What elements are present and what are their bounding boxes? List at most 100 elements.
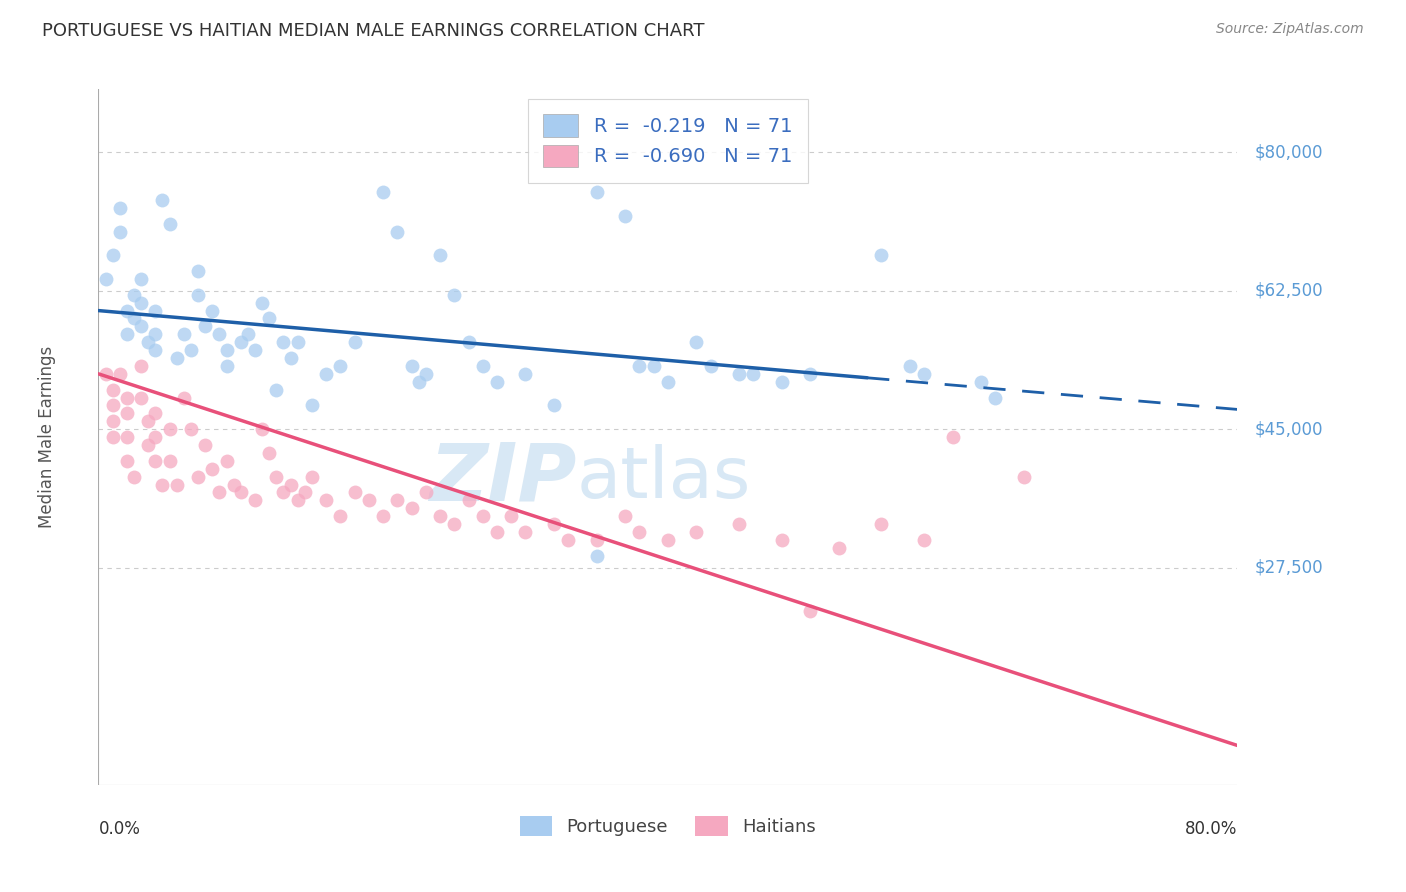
Point bbox=[159, 217, 181, 231]
Point bbox=[136, 414, 159, 428]
Point bbox=[101, 383, 124, 397]
Point bbox=[357, 493, 380, 508]
Point bbox=[984, 391, 1007, 405]
Point bbox=[208, 327, 231, 342]
Point bbox=[152, 477, 174, 491]
Point bbox=[685, 335, 707, 350]
Point bbox=[728, 516, 751, 531]
Point bbox=[129, 319, 152, 334]
Point bbox=[429, 248, 451, 262]
Point bbox=[187, 469, 209, 483]
Point bbox=[215, 454, 238, 468]
Point bbox=[101, 248, 124, 262]
Point bbox=[266, 469, 288, 483]
Point bbox=[543, 516, 565, 531]
Point bbox=[201, 461, 224, 475]
Point bbox=[259, 446, 281, 460]
Point bbox=[486, 524, 509, 539]
Text: 0.0%: 0.0% bbox=[98, 820, 141, 838]
Point bbox=[799, 604, 821, 618]
Point bbox=[614, 509, 637, 524]
Text: 80.0%: 80.0% bbox=[1185, 820, 1237, 838]
Point bbox=[557, 533, 579, 547]
Point bbox=[152, 193, 174, 207]
Point bbox=[208, 485, 231, 500]
Point bbox=[180, 343, 202, 358]
Point bbox=[742, 367, 765, 381]
Point bbox=[101, 414, 124, 428]
Point bbox=[273, 485, 295, 500]
Point bbox=[685, 524, 707, 539]
Point bbox=[166, 477, 188, 491]
Point bbox=[343, 335, 366, 350]
Point bbox=[136, 438, 159, 452]
Point bbox=[115, 391, 138, 405]
Text: $45,000: $45,000 bbox=[1254, 420, 1323, 438]
Point bbox=[515, 367, 537, 381]
Text: $62,500: $62,500 bbox=[1254, 282, 1323, 300]
Point bbox=[315, 367, 337, 381]
Point bbox=[280, 351, 302, 365]
Point bbox=[129, 272, 152, 286]
Point bbox=[250, 295, 273, 310]
Point bbox=[628, 359, 651, 373]
Point bbox=[870, 516, 893, 531]
Point bbox=[108, 367, 131, 381]
Point bbox=[266, 383, 288, 397]
Point bbox=[614, 209, 637, 223]
Point bbox=[201, 303, 224, 318]
Point bbox=[136, 335, 159, 350]
Point bbox=[229, 335, 252, 350]
Point bbox=[108, 225, 131, 239]
Point bbox=[770, 375, 793, 389]
Point bbox=[912, 533, 935, 547]
Point bbox=[898, 359, 921, 373]
Point bbox=[243, 343, 266, 358]
Point bbox=[145, 430, 167, 444]
Point bbox=[273, 335, 295, 350]
Point bbox=[159, 422, 181, 436]
Point bbox=[259, 311, 281, 326]
Point bbox=[229, 485, 252, 500]
Point bbox=[236, 327, 259, 342]
Point bbox=[129, 295, 152, 310]
Point bbox=[222, 477, 245, 491]
Point bbox=[215, 359, 238, 373]
Point bbox=[942, 430, 965, 444]
Point bbox=[301, 469, 323, 483]
Point bbox=[173, 327, 195, 342]
Point bbox=[166, 351, 188, 365]
Point bbox=[585, 185, 607, 199]
Legend: Portuguese, Haitians: Portuguese, Haitians bbox=[510, 806, 825, 846]
Point bbox=[115, 303, 138, 318]
Point bbox=[122, 287, 145, 301]
Point bbox=[145, 327, 167, 342]
Point bbox=[108, 201, 131, 215]
Point bbox=[585, 549, 607, 563]
Point bbox=[194, 319, 217, 334]
Text: Median Male Earnings: Median Male Earnings bbox=[38, 346, 56, 528]
Point bbox=[280, 477, 302, 491]
Point bbox=[101, 399, 124, 413]
Point bbox=[543, 399, 565, 413]
Point bbox=[187, 264, 209, 278]
Point bbox=[401, 359, 423, 373]
Text: ZIP: ZIP bbox=[429, 440, 576, 518]
Point bbox=[329, 509, 352, 524]
Point bbox=[870, 248, 893, 262]
Point bbox=[643, 359, 665, 373]
Point bbox=[415, 485, 437, 500]
Point bbox=[387, 493, 409, 508]
Point bbox=[471, 359, 494, 373]
Point bbox=[699, 359, 721, 373]
Point bbox=[657, 375, 679, 389]
Point bbox=[315, 493, 337, 508]
Point bbox=[329, 359, 352, 373]
Point bbox=[728, 367, 751, 381]
Point bbox=[194, 438, 217, 452]
Point bbox=[1012, 469, 1035, 483]
Point bbox=[159, 454, 181, 468]
Point bbox=[180, 422, 202, 436]
Point bbox=[401, 501, 423, 516]
Point bbox=[828, 541, 851, 555]
